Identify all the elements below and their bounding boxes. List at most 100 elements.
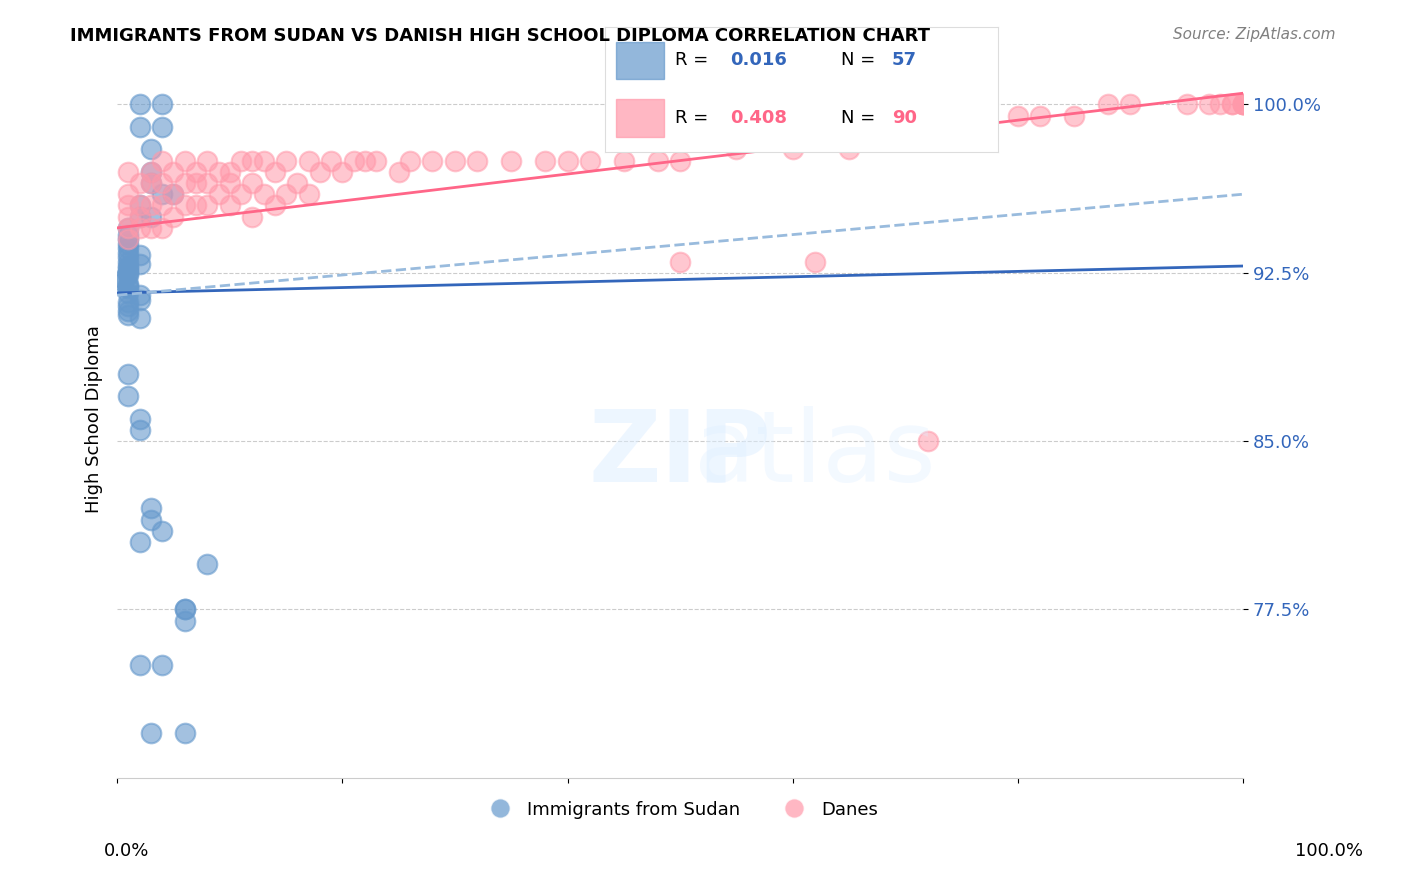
Point xyxy=(195,153,218,168)
Point xyxy=(117,210,139,224)
Point xyxy=(139,198,162,212)
Point xyxy=(128,288,150,302)
Point xyxy=(1232,97,1254,112)
Point xyxy=(117,277,139,291)
Point xyxy=(838,142,860,156)
Point xyxy=(388,165,411,179)
Point xyxy=(1232,97,1254,112)
Point xyxy=(128,198,150,212)
Point xyxy=(139,176,162,190)
Point xyxy=(128,210,150,224)
Point xyxy=(150,187,173,202)
Point xyxy=(308,165,330,179)
Point xyxy=(782,142,804,156)
Point xyxy=(128,120,150,134)
Point xyxy=(207,165,229,179)
Point xyxy=(139,165,162,179)
Point xyxy=(184,165,207,179)
Point xyxy=(128,210,150,224)
Point xyxy=(218,198,240,212)
Point xyxy=(173,153,195,168)
Point xyxy=(399,153,422,168)
Point xyxy=(366,153,388,168)
Point xyxy=(173,614,195,628)
Point xyxy=(117,198,139,212)
Point xyxy=(117,266,139,280)
Point xyxy=(128,220,150,235)
Point xyxy=(162,187,184,202)
Point xyxy=(117,261,139,276)
Point xyxy=(150,198,173,212)
Point xyxy=(669,153,692,168)
Point xyxy=(117,815,139,830)
Point xyxy=(128,248,150,262)
Text: 0.408: 0.408 xyxy=(731,109,787,127)
Point xyxy=(950,109,973,123)
Point xyxy=(319,153,342,168)
Point xyxy=(117,165,139,179)
Point xyxy=(117,294,139,309)
Point xyxy=(342,153,364,168)
Point xyxy=(128,293,150,307)
Point xyxy=(647,153,669,168)
Point xyxy=(1220,97,1243,112)
Point xyxy=(917,434,939,448)
Point xyxy=(128,535,150,549)
Point xyxy=(207,187,229,202)
Point xyxy=(117,232,139,246)
Point xyxy=(173,176,195,190)
Point xyxy=(128,198,150,212)
Point xyxy=(128,310,150,325)
Point xyxy=(139,512,162,526)
Point xyxy=(128,176,150,190)
Point xyxy=(117,232,139,246)
Point xyxy=(139,142,162,156)
Point xyxy=(252,187,274,202)
Point xyxy=(1209,97,1232,112)
Point xyxy=(252,153,274,168)
Point xyxy=(1029,109,1052,123)
Point xyxy=(117,285,139,300)
Point xyxy=(501,153,523,168)
Text: 0.0%: 0.0% xyxy=(104,842,149,860)
Point xyxy=(285,176,308,190)
Text: 90: 90 xyxy=(891,109,917,127)
Point xyxy=(162,210,184,224)
Point xyxy=(330,165,353,179)
Legend: Immigrants from Sudan, Danes: Immigrants from Sudan, Danes xyxy=(475,794,886,826)
Point xyxy=(117,187,139,202)
Text: N =: N = xyxy=(841,109,880,127)
FancyBboxPatch shape xyxy=(616,99,664,136)
Point xyxy=(725,142,748,156)
Point xyxy=(274,187,297,202)
Point xyxy=(1097,97,1119,112)
Point xyxy=(1220,97,1243,112)
FancyBboxPatch shape xyxy=(616,42,664,79)
Point xyxy=(894,120,917,134)
Point xyxy=(579,153,602,168)
Point xyxy=(139,176,162,190)
Point xyxy=(117,254,139,268)
Text: 0.016: 0.016 xyxy=(731,52,787,70)
Point xyxy=(1232,97,1254,112)
Point xyxy=(150,153,173,168)
Point xyxy=(117,220,139,235)
Point xyxy=(1063,109,1085,123)
Point xyxy=(1119,97,1142,112)
Point xyxy=(117,281,139,295)
Point xyxy=(195,198,218,212)
Text: 100.0%: 100.0% xyxy=(1295,842,1362,860)
Point xyxy=(240,210,263,224)
Point xyxy=(195,176,218,190)
Point xyxy=(1232,97,1254,112)
Point xyxy=(117,268,139,282)
Point xyxy=(1007,109,1029,123)
Point xyxy=(150,97,173,112)
Point xyxy=(218,165,240,179)
Point xyxy=(297,153,319,168)
Text: ZIP: ZIP xyxy=(589,406,772,503)
Point xyxy=(195,558,218,572)
Point xyxy=(139,165,162,179)
Point xyxy=(240,176,263,190)
Point xyxy=(150,658,173,673)
